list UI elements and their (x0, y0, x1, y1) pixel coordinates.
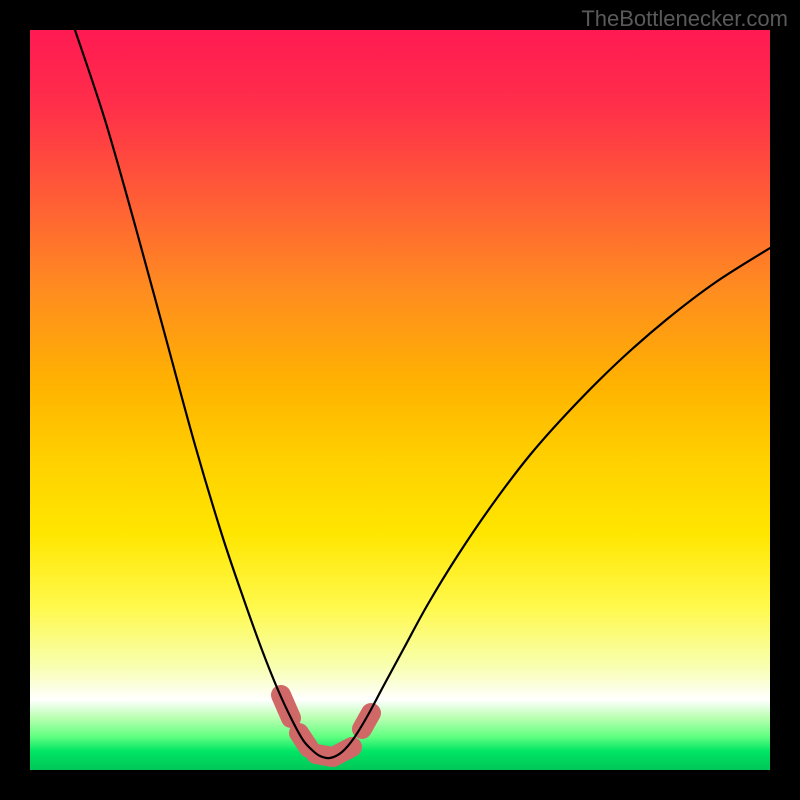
gradient-background (30, 30, 770, 770)
watermark-text: TheBottlenecker.com (581, 6, 788, 32)
plot-area (30, 30, 770, 770)
